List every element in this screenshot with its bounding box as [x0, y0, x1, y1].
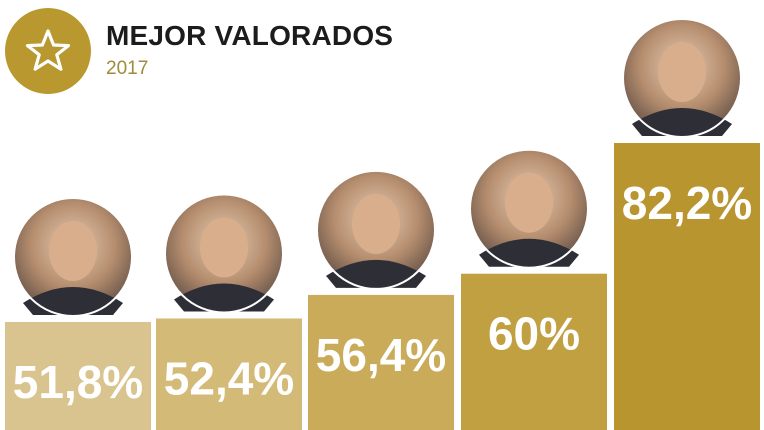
bar-value-label-4: 60%: [488, 308, 580, 360]
star-icon: [25, 29, 71, 71]
bar-group-3: 56,4%: [308, 169, 454, 430]
bar-2: [156, 318, 302, 430]
bar-4: [461, 273, 607, 430]
portrait-photo-5: [622, 18, 742, 138]
bar-3: [308, 294, 454, 430]
chart-subtitle: 2017: [106, 58, 149, 79]
portrait-photo-3: [316, 169, 436, 290]
bar-value-label-5: 82,2%: [622, 177, 752, 229]
bar-1: [5, 322, 151, 430]
bar-group-1: 51,8%: [5, 197, 151, 430]
bar-group-5: 82,2%: [614, 18, 760, 430]
portrait-photo-4: [469, 148, 589, 269]
bar-value-label-3: 56,4%: [316, 329, 446, 381]
portrait-photo-2: [164, 193, 284, 314]
bar-5: [614, 143, 760, 430]
bar-value-label-1: 51,8%: [13, 356, 143, 408]
bar-group-4: 60%: [461, 148, 607, 430]
bar-value-label-2: 52,4%: [164, 352, 294, 404]
star-badge: [5, 8, 91, 94]
chart-header: MEJOR VALORADOS 2017: [0, 0, 764, 110]
chart-title: MEJOR VALORADOS: [106, 20, 394, 51]
bar-group-2: 52,4%: [156, 193, 302, 430]
portrait-photo-1: [13, 197, 133, 317]
